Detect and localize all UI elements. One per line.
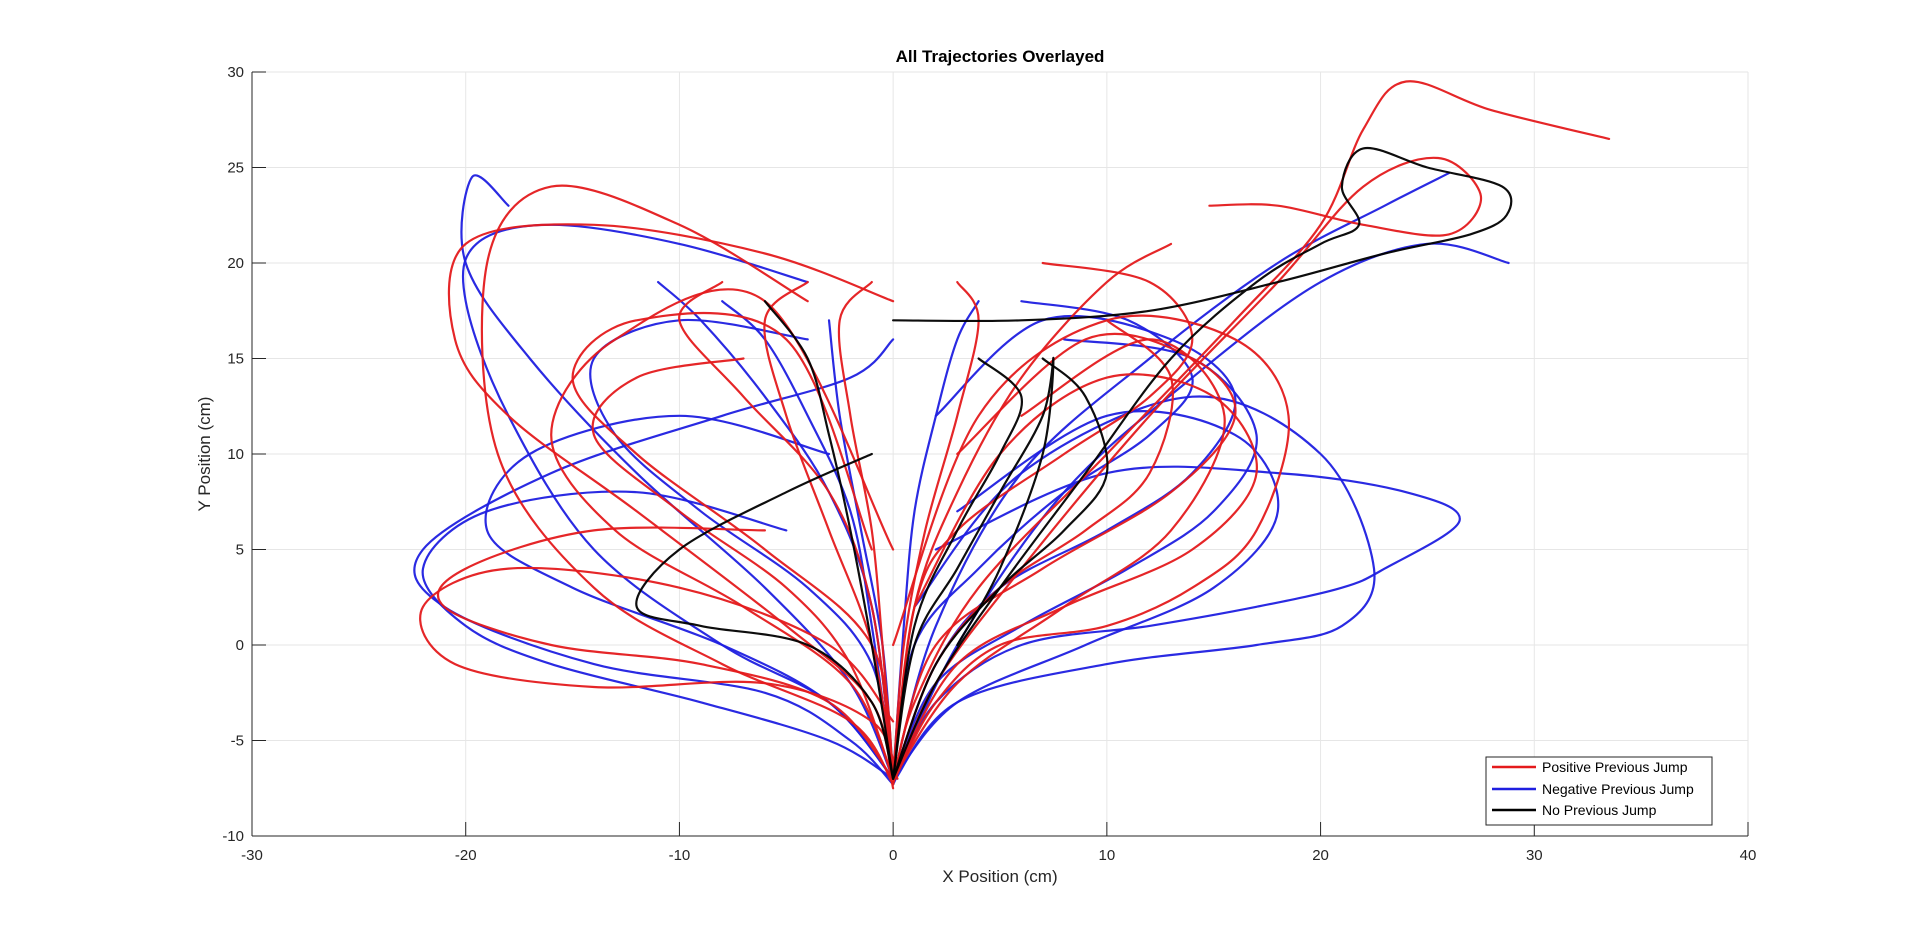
y-tick-label: 20 bbox=[227, 255, 244, 272]
legend-box bbox=[1485, 756, 1713, 826]
x-tick-label: 0 bbox=[889, 847, 897, 864]
trajectory-negative-previous-jump-3 bbox=[892, 395, 1376, 784]
trajectory-negative-previous-jump-17 bbox=[892, 410, 1280, 780]
legend: Positive Previous Jump Negative Previous… bbox=[1485, 756, 1713, 826]
trajectory-no-previous-jump-2 bbox=[892, 356, 1055, 780]
trajectory-positive-previous-jump-4 bbox=[480, 184, 895, 786]
legend-label-negative: Negative Previous Jump bbox=[1542, 781, 1694, 797]
trajectory-negative-previous-jump-1 bbox=[413, 338, 895, 786]
trajectory-positive-previous-jump-8 bbox=[892, 332, 1237, 780]
trajectory-negative-previous-jump-5 bbox=[892, 172, 1450, 780]
trajectory-no-previous-jump-5 bbox=[892, 357, 1024, 780]
trajectory-positive-previous-jump-20 bbox=[591, 357, 895, 780]
y-tick-label: -10 bbox=[222, 828, 244, 845]
x-tick-label: -20 bbox=[455, 847, 477, 864]
legend-label-positive: Positive Previous Jump bbox=[1542, 759, 1688, 775]
trajectory-positive-previous-jump-12 bbox=[763, 281, 895, 780]
trajectory-positive-previous-jump-14 bbox=[837, 281, 895, 780]
trajectory-no-previous-jump-1 bbox=[892, 146, 1513, 780]
y-tick-label: 15 bbox=[227, 351, 244, 368]
trajectories bbox=[413, 80, 1611, 790]
trajectory-negative-previous-jump-6 bbox=[461, 223, 895, 780]
y-tick-label: 25 bbox=[227, 160, 244, 177]
trajectory-negative-previous-jump-10 bbox=[589, 318, 895, 780]
x-tick-label: 40 bbox=[1740, 847, 1757, 864]
y-tick-label: 30 bbox=[227, 64, 244, 81]
trajectory-positive-previous-jump-17 bbox=[437, 526, 895, 780]
x-tick-label: 20 bbox=[1312, 847, 1329, 864]
y-axis-label: Y Position (cm) bbox=[195, 397, 214, 512]
trajectory-positive-previous-jump-1 bbox=[892, 80, 1611, 786]
ticks: -30 -20 -10 0 10 20 30 40 -10 -5 0 5 10 15 20 25 30 bbox=[222, 64, 1756, 864]
y-tick-label: 5 bbox=[236, 542, 244, 559]
y-tick-label: -5 bbox=[231, 733, 244, 750]
trajectory-positive-previous-jump-16 bbox=[678, 281, 895, 780]
y-tick-label: 0 bbox=[236, 637, 244, 654]
trajectory-negative-previous-jump-16 bbox=[484, 414, 895, 780]
trajectory-positive-previous-jump-6 bbox=[892, 314, 1291, 784]
trajectory-no-previous-jump-3 bbox=[635, 452, 895, 780]
x-tick-label: 30 bbox=[1526, 847, 1543, 864]
x-axis-label: X Position (cm) bbox=[942, 867, 1057, 886]
trajectory-no-previous-jump-6 bbox=[892, 357, 1109, 780]
legend-label-none: No Previous Jump bbox=[1542, 802, 1657, 818]
trajectory-negative-previous-jump-8 bbox=[421, 490, 895, 780]
chart-title: All Trajectories Overlayed bbox=[896, 47, 1105, 66]
y-tick-label: 10 bbox=[227, 446, 244, 463]
trajectory-positive-previous-jump-18 bbox=[892, 338, 1226, 780]
x-tick-label: -30 bbox=[241, 847, 263, 864]
trajectory-positive-previous-jump-15 bbox=[892, 242, 1173, 780]
trajectory-positive-previous-jump-7 bbox=[892, 373, 1258, 780]
x-tick-label: -10 bbox=[669, 847, 691, 864]
trajectory-positive-previous-jump-10 bbox=[571, 311, 895, 780]
x-tick-label: 10 bbox=[1099, 847, 1116, 864]
trajectory-no-previous-jump-4 bbox=[763, 300, 895, 780]
